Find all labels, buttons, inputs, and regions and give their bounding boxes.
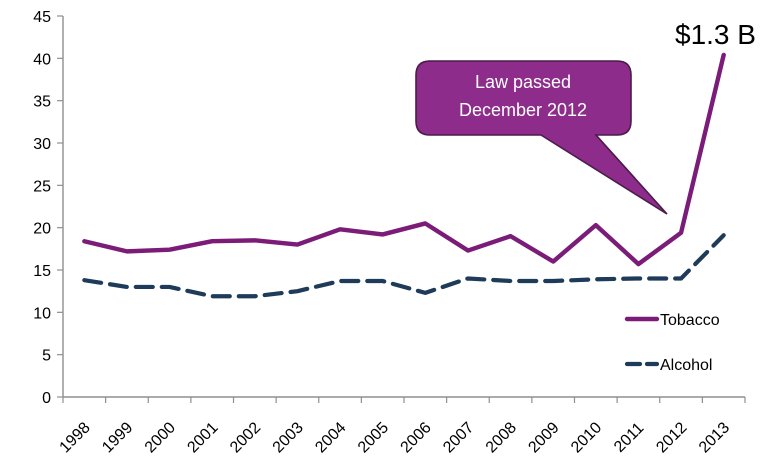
legend-item-alcohol: Alcohol — [624, 357, 712, 374]
x-tick-label: 2009 — [525, 419, 562, 456]
legend-label-alcohol: Alcohol — [660, 357, 712, 374]
x-tick-label: 2005 — [355, 419, 392, 456]
x-axis-ticks: 1998 1999 2000 2001 2002 2003 2004 2005 2006 2007… — [57, 397, 746, 456]
legend-label-tobacco: Tobacco — [660, 312, 720, 329]
y-tick-label: 35 — [33, 94, 51, 111]
x-tick-label: 2004 — [312, 419, 349, 456]
y-tick-label: 20 — [33, 221, 51, 238]
x-tick-label: 2012 — [653, 419, 690, 456]
y-tick-label: 40 — [33, 51, 51, 68]
x-tick-label: 2011 — [611, 420, 647, 456]
annotation-callout: Law passed December 2012 — [415, 60, 668, 215]
x-tick-label: 2007 — [440, 419, 477, 456]
annotation-text-line-1: Law passed — [475, 72, 571, 92]
y-tick-label: 45 — [33, 9, 51, 26]
value-callout: $1.3 B — [675, 19, 756, 50]
series-layer — [82, 52, 726, 299]
legend-item-tobacco: Tobacco — [624, 312, 720, 329]
y-tick-label: 30 — [33, 136, 51, 153]
y-tick-label: 15 — [33, 263, 51, 280]
y-tick-label: 0 — [42, 390, 51, 407]
plot-area — [62, 16, 745, 398]
y-tick-label: 10 — [33, 305, 51, 322]
x-tick-label: 1999 — [99, 419, 136, 456]
x-tick-label: 2010 — [568, 419, 605, 456]
series-line-alcohol — [82, 233, 726, 299]
annotation-bubble — [415, 60, 668, 215]
series-line-tobacco — [82, 52, 726, 267]
x-tick-label: 2013 — [696, 419, 733, 456]
annotation-text-line-2: December 2012 — [459, 100, 587, 120]
x-tick-label: 2000 — [142, 419, 179, 456]
y-tick-label: 25 — [33, 178, 51, 195]
x-tick-label: 2006 — [398, 419, 435, 456]
x-tick-label: 2008 — [483, 419, 520, 456]
y-tick-label: 5 — [42, 348, 51, 365]
legend: Tobacco Alcohol — [624, 312, 720, 374]
x-tick-label: 2002 — [227, 419, 264, 456]
y-axis-ticks: 0 5 10 15 20 25 30 35 40 45 — [33, 9, 63, 407]
x-tick-label: 1998 — [57, 419, 94, 456]
x-tick-label: 2001 — [184, 419, 221, 456]
x-tick-label: 2003 — [270, 419, 307, 456]
